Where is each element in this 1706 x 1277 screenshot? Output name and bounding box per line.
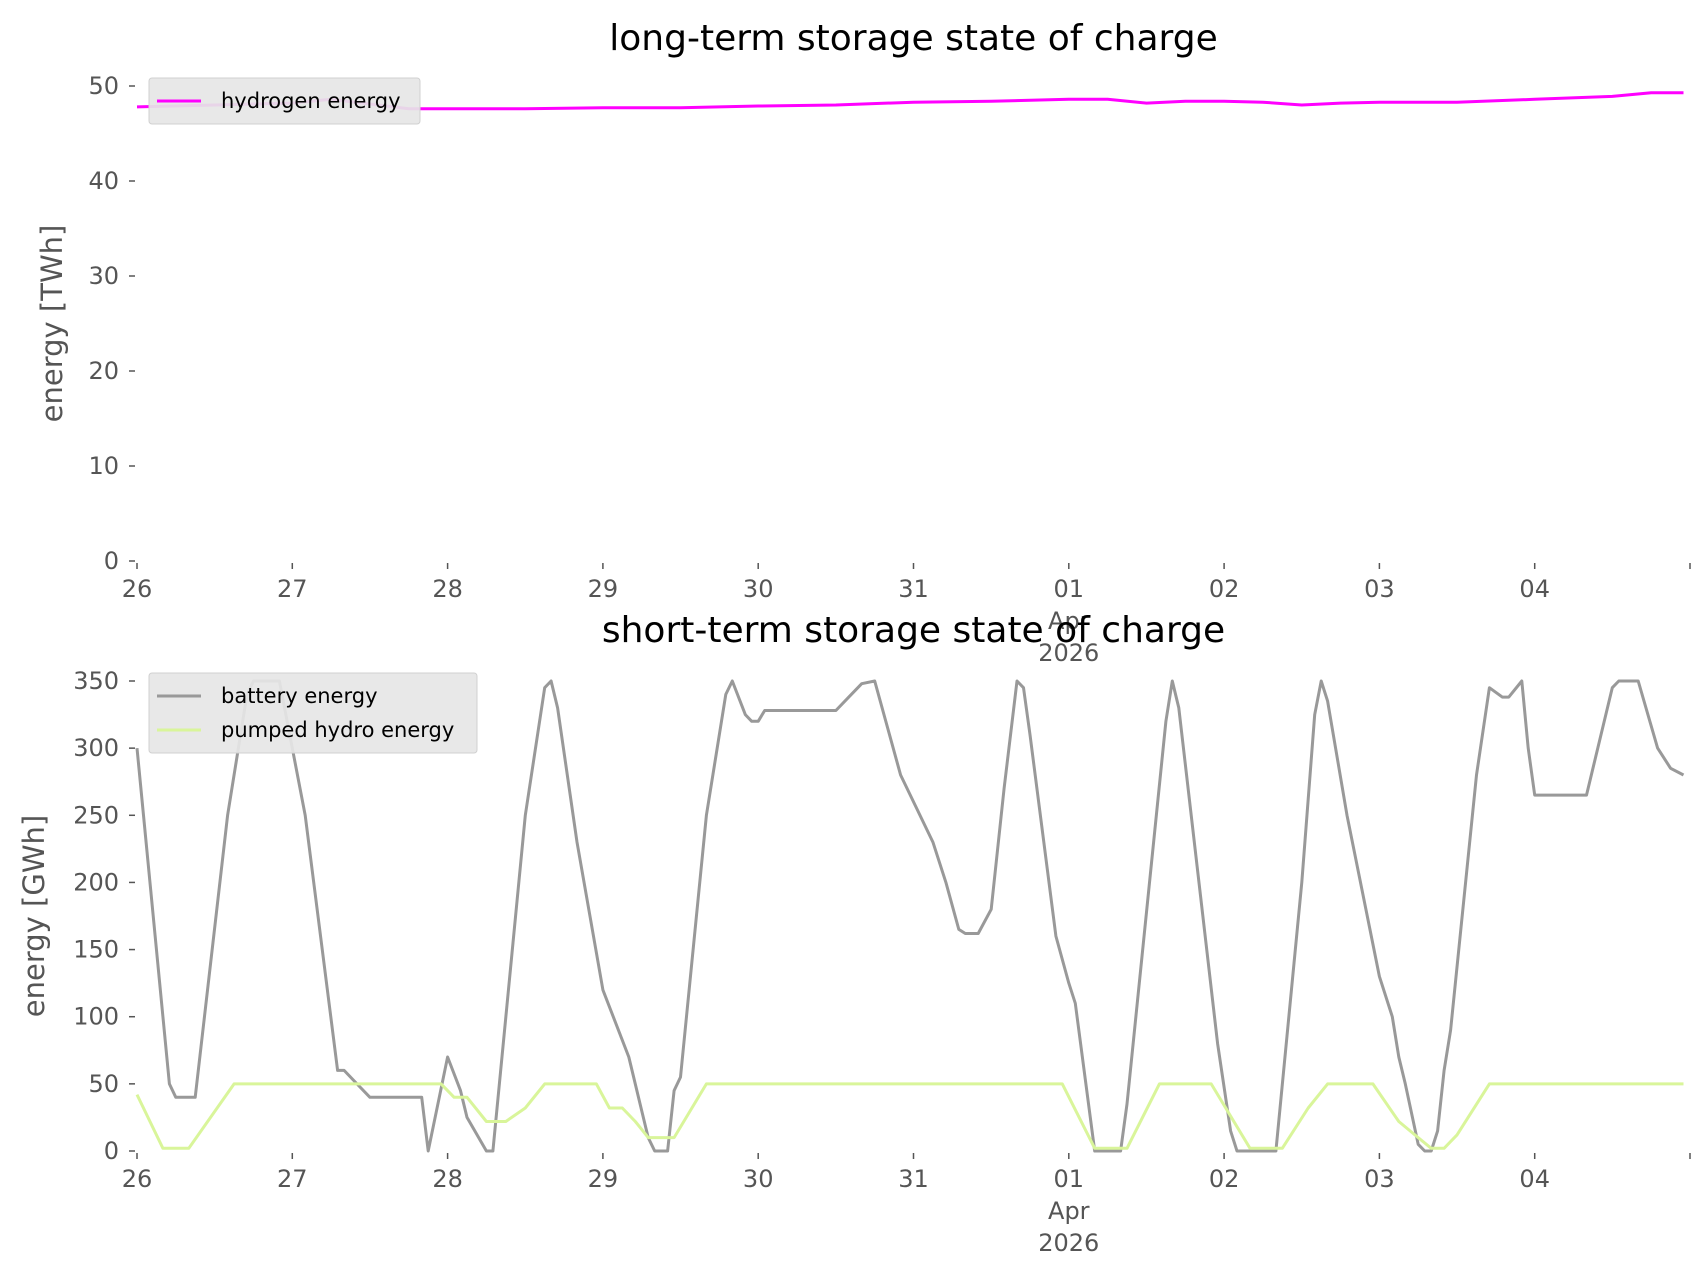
- y-tick-label: 0: [104, 547, 119, 575]
- y-tick-label: 200: [73, 868, 119, 896]
- y-tick-label: 100: [73, 1003, 119, 1031]
- y-tick-label: 50: [88, 72, 119, 100]
- series-line-1: [135, 679, 1685, 1153]
- x-tick-label: 01: [1054, 1165, 1085, 1193]
- x-tick-label: 01: [1054, 575, 1085, 603]
- x-tick-sublabel: Apr: [1048, 1197, 1090, 1225]
- x-tick-label: 04: [1519, 575, 1550, 603]
- y-tick-label: 50: [88, 1070, 119, 1098]
- x-tick-label: 29: [588, 1165, 619, 1193]
- x-tick-label: 30: [743, 1165, 774, 1193]
- y-axis-label: energy [TWh]: [35, 225, 69, 423]
- x-tick-label: 29: [588, 575, 619, 603]
- legend: [148, 77, 421, 125]
- y-tick-label: 250: [73, 801, 119, 829]
- x-tick-label: 31: [898, 575, 929, 603]
- y-tick-label: 30: [88, 262, 119, 290]
- panel-1: long-term storage state of charge energy …: [35, 18, 1691, 667]
- legend: [148, 672, 478, 754]
- x-tick-label: 03: [1364, 575, 1395, 603]
- y-tick-label: 20: [88, 357, 119, 385]
- x-tick-label: 02: [1209, 575, 1240, 603]
- x-tick-label: 04: [1519, 1165, 1550, 1193]
- chart-title: short-term storage state of charge: [602, 610, 1225, 651]
- x-tick-label: 31: [898, 1165, 929, 1193]
- x-tick-label: 28: [432, 575, 463, 603]
- x-tick-label: 02: [1209, 1165, 1240, 1193]
- x-tick-label: 28: [432, 1165, 463, 1193]
- x-tick-label: 27: [277, 1165, 308, 1193]
- x-tick-label: 26: [122, 1165, 153, 1193]
- series-line-2: [135, 1082, 1684, 1150]
- x-tick-sublabel: 2026: [1038, 639, 1099, 667]
- x-tick-sublabel: 2026: [1038, 1229, 1099, 1257]
- series-line-1: [136, 91, 1684, 111]
- legend-label: hydrogen energy: [221, 89, 401, 113]
- y-tick-label: 300: [73, 734, 119, 762]
- y-tick-label: 350: [73, 667, 119, 695]
- y-tick-label: 150: [73, 936, 119, 964]
- legend-label: pumped hydro energy: [221, 718, 454, 742]
- panel-2: short-term storage state of charge energy…: [17, 610, 1691, 1257]
- legend-label: battery energy: [221, 684, 378, 708]
- y-tick-label: 0: [104, 1137, 119, 1165]
- y-axis-label: energy [GWh]: [17, 815, 51, 1017]
- x-tick-label: 03: [1364, 1165, 1395, 1193]
- x-tick-label: 27: [277, 575, 308, 603]
- x-tick-label: 30: [743, 575, 774, 603]
- y-tick-label: 10: [88, 452, 119, 480]
- chart-title: long-term storage state of charge: [609, 18, 1217, 59]
- x-tick-label: 26: [122, 575, 153, 603]
- x-tick-sublabel: Apr: [1048, 607, 1090, 635]
- y-tick-label: 40: [88, 167, 119, 195]
